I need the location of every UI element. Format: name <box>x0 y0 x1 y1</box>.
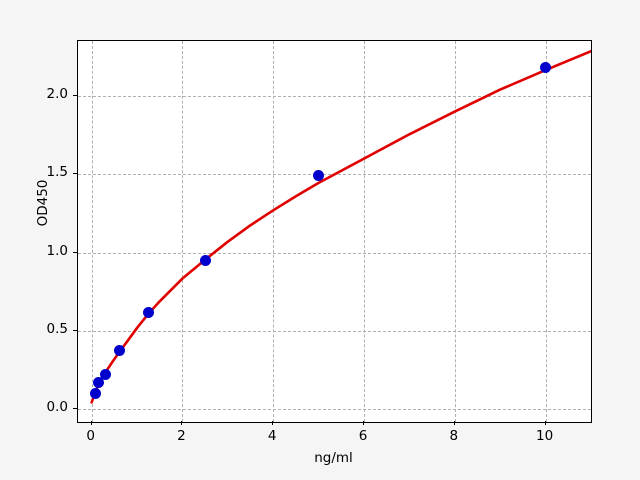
y-tick-label: 1.5 <box>46 164 68 181</box>
data-point <box>89 388 101 400</box>
y-tick-label: 1.0 <box>46 242 68 259</box>
gridline-vertical <box>364 41 365 422</box>
y-tick-label: 0.5 <box>46 321 68 338</box>
data-point <box>93 377 105 389</box>
gridline-horizontal <box>78 331 591 333</box>
gridline-horizontal <box>78 252 591 254</box>
x-tick-label: 8 <box>449 428 459 444</box>
data-point <box>199 255 211 266</box>
gridline-vertical <box>273 41 275 422</box>
gridline-vertical <box>545 41 547 422</box>
x-tick-mark <box>90 421 92 425</box>
x-tick-mark <box>181 421 183 425</box>
plot-area <box>77 40 592 423</box>
y-tick-label: 2.0 <box>46 85 68 102</box>
x-tick-label: 2 <box>177 428 186 444</box>
y-tick-mark <box>73 173 77 175</box>
x-tick-label: 6 <box>358 428 368 444</box>
gridline-vertical <box>454 41 456 422</box>
data-point <box>540 62 552 74</box>
x-axis-label: ng/ml <box>314 450 353 466</box>
x-tick-mark <box>453 421 455 425</box>
fit-curve <box>90 49 591 404</box>
x-tick-label: 4 <box>267 428 277 444</box>
y-tick-mark <box>73 251 77 253</box>
x-tick-mark <box>544 421 546 425</box>
y-tick-mark <box>73 94 77 96</box>
data-point <box>100 369 112 381</box>
y-tick-label: 0.0 <box>46 399 68 416</box>
gridline-vertical <box>91 41 93 422</box>
data-point <box>114 345 126 357</box>
gridline-horizontal <box>78 95 591 97</box>
x-tick-mark <box>272 421 274 425</box>
plot-inner <box>78 41 591 422</box>
x-tick-mark <box>363 421 364 425</box>
y-tick-mark <box>73 330 77 332</box>
gridline-vertical <box>182 41 184 422</box>
data-point <box>313 170 325 182</box>
y-tick-mark <box>73 408 77 410</box>
gridline-horizontal <box>78 409 591 411</box>
x-tick-label: 10 <box>536 428 554 444</box>
x-tick-label: 0 <box>86 428 95 444</box>
data-point <box>142 306 154 318</box>
